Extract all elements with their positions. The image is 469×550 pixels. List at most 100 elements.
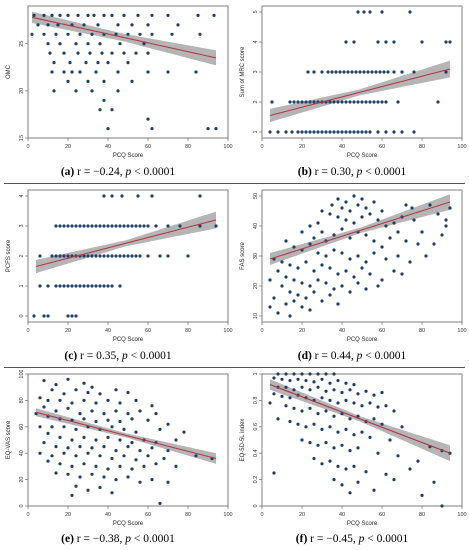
data-point [134, 51, 138, 55]
data-point [110, 108, 114, 112]
data-point [380, 10, 384, 14]
data-point [352, 40, 356, 44]
data-point [392, 409, 396, 413]
y-tick-label: 4 [253, 40, 259, 43]
x-axis-label: PCQ Score [113, 337, 144, 343]
data-point [396, 100, 400, 104]
data-point [90, 446, 94, 450]
data-point [68, 61, 72, 65]
data-point [312, 269, 316, 273]
data-point [330, 70, 334, 74]
data-point [52, 89, 56, 93]
data-point [166, 13, 170, 17]
data-point [352, 100, 356, 104]
data-point [336, 100, 340, 104]
x-tick-label: 20 [65, 512, 71, 518]
data-point [212, 13, 216, 17]
data-point [372, 251, 376, 255]
data-point [316, 251, 320, 255]
data-point [130, 79, 134, 83]
data-point [122, 254, 126, 258]
data-point [370, 70, 374, 74]
data-point [284, 275, 288, 279]
data-point [424, 254, 428, 258]
data-point [90, 409, 94, 413]
data-point [324, 389, 328, 393]
data-point [74, 454, 78, 458]
data-point [94, 254, 98, 258]
data-point [392, 221, 396, 225]
data-point [138, 409, 142, 413]
data-point [110, 13, 114, 17]
data-point [122, 427, 126, 431]
data-point [130, 467, 134, 471]
data-point [348, 209, 352, 213]
x-tick-label: 80 [419, 328, 425, 334]
data-point [412, 70, 416, 74]
x-tick-label: 100 [457, 328, 466, 334]
data-point [74, 388, 78, 392]
x-tick-label: 80 [185, 144, 191, 150]
data-point [356, 100, 360, 104]
data-point [90, 385, 94, 389]
data-point [392, 130, 396, 134]
scatter-plot-d: 0 20 40 60 80 100 10 20 30 40 50 PCQ Score FAS score [240, 189, 467, 343]
data-point [436, 100, 440, 104]
x-axis-label: PCQ Score [347, 153, 378, 159]
data-point [332, 414, 336, 418]
data-point [78, 284, 82, 288]
data-point [126, 475, 130, 479]
data-point [332, 478, 336, 482]
data-point [360, 404, 364, 408]
data-point [344, 130, 348, 134]
data-point [110, 425, 114, 429]
data-point [288, 290, 292, 294]
caption-b: (b) r = 0.30, p < 0.0001 [297, 166, 407, 178]
data-point [58, 254, 62, 258]
data-point [70, 284, 74, 288]
data-point [54, 284, 58, 288]
data-point [76, 13, 80, 17]
y-tick-label: 1 [253, 130, 259, 133]
data-point [288, 396, 292, 400]
data-point [50, 70, 54, 74]
data-point [174, 464, 178, 468]
y-tick-label: 40 [253, 223, 259, 229]
data-point [364, 470, 368, 474]
data-point [138, 480, 142, 484]
data-point [106, 127, 110, 131]
x-tick-label: 100 [457, 512, 466, 518]
data-point [356, 480, 360, 484]
data-point [352, 130, 356, 134]
data-point [332, 446, 336, 450]
y-axis-label: FAS score [240, 242, 246, 270]
x-tick-label: 100 [223, 328, 232, 334]
data-point [432, 242, 436, 246]
data-point [380, 390, 384, 395]
data-point [380, 100, 384, 104]
confidence-band [36, 408, 216, 464]
data-point [74, 284, 78, 288]
y-tick-label: 0.8 [253, 397, 259, 405]
data-point [50, 425, 54, 429]
data-point [352, 401, 356, 405]
data-point [428, 203, 432, 207]
data-point [312, 290, 316, 294]
x-tick-label: 40 [339, 328, 345, 334]
y-axis-label: EQ-5D-5L index [240, 419, 246, 462]
data-point [114, 388, 118, 392]
data-point [126, 390, 130, 395]
data-point [74, 314, 78, 318]
y-tick-label: 20 [19, 477, 25, 483]
data-point [368, 130, 372, 134]
data-point [308, 372, 312, 376]
data-point [142, 224, 146, 228]
data-point [352, 194, 356, 198]
data-point [42, 405, 46, 409]
data-point [62, 425, 66, 429]
row-separator [4, 183, 465, 184]
data-point [300, 281, 304, 285]
data-point [94, 464, 98, 468]
data-point [268, 278, 272, 282]
data-point [272, 296, 276, 300]
